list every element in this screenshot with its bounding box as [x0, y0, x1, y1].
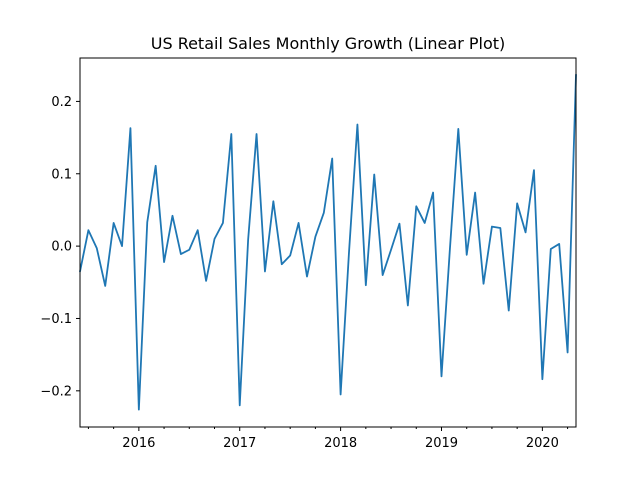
y-tick-label: 0.2 [51, 95, 72, 110]
chart-title: US Retail Sales Monthly Growth (Linear P… [151, 34, 506, 53]
plot-area-frame [79, 57, 577, 428]
y-axis: −0.2 −0.1 0.0 0.1 0.2 [40, 95, 80, 399]
series-line [79, 73, 577, 411]
x-tick-label: 2020 [526, 436, 559, 451]
y-tick-label: −0.1 [40, 312, 72, 327]
x-tick-label: 2019 [425, 436, 458, 451]
x-tick-label: 2017 [223, 436, 256, 451]
y-tick-label: −0.2 [40, 384, 72, 399]
y-tick-label: 0.0 [51, 240, 72, 255]
x-axis: 2016 2017 2018 2019 2020 [122, 427, 559, 451]
x-tick-label: 2018 [324, 436, 357, 451]
x-tick-label: 2016 [122, 436, 155, 451]
y-tick-label: 0.1 [51, 167, 72, 182]
